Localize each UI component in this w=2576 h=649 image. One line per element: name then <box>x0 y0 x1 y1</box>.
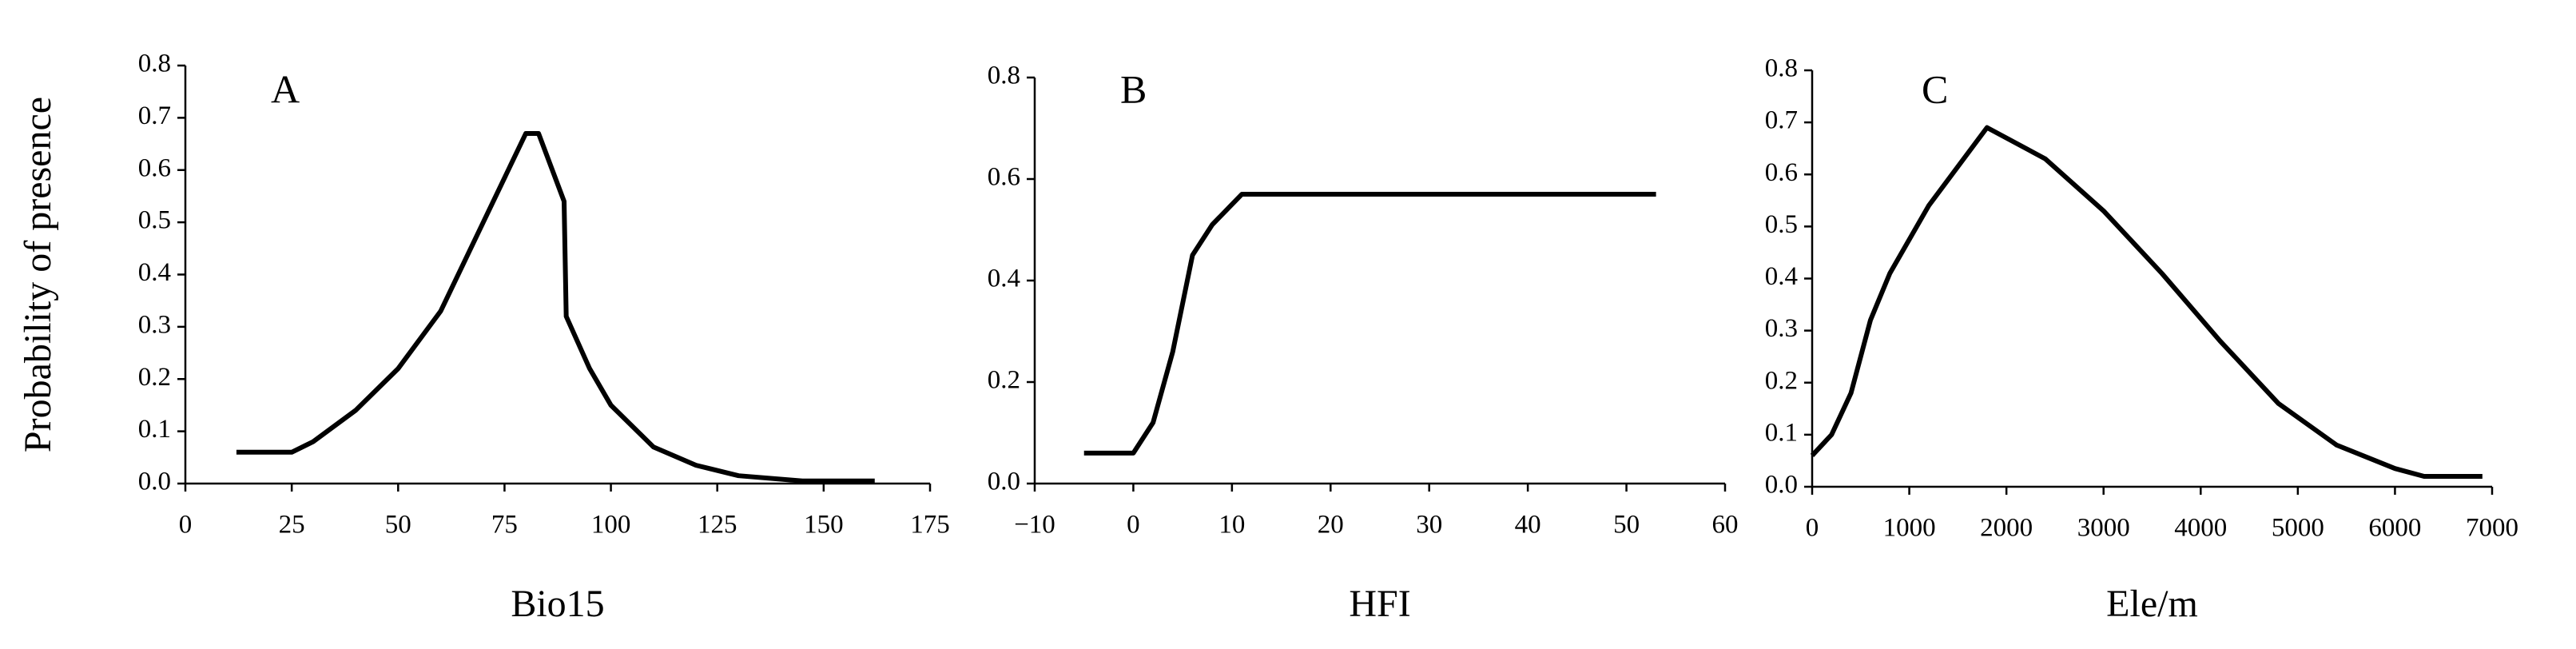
response-curve <box>1083 192 1656 456</box>
y-tick-label: 0.6 <box>988 163 1020 192</box>
y-tick-label: 0.1 <box>138 415 171 444</box>
x-axis-label: Ele/m <box>2106 583 2198 625</box>
y-tick-label: 0.2 <box>988 366 1020 395</box>
x-tick-label: 7000 <box>2466 514 2518 543</box>
x-tick-label: 10 <box>1218 511 1245 540</box>
x-axis-label: HFI <box>1349 583 1410 625</box>
y-tick-label: 0.2 <box>1765 366 1798 395</box>
x-tick-label: 60 <box>1712 511 1739 540</box>
x-tick-label: 0 <box>1806 514 1819 543</box>
y-tick-label: 0.2 <box>138 363 171 392</box>
y-tick-label: 0.8 <box>988 62 1020 90</box>
panel-label: B <box>1120 66 1147 111</box>
y-axis-label: Probability of presence <box>17 97 59 452</box>
panel-label: C <box>1922 66 1948 111</box>
x-tick-label: 0 <box>1127 511 1140 540</box>
y-tick-label: 0.5 <box>1765 210 1798 239</box>
x-tick-label: 1000 <box>1883 514 1936 543</box>
x-tick-label: 2000 <box>1980 514 2033 543</box>
y-tick-label: 0.0 <box>1765 471 1798 500</box>
y-tick-label: 0.3 <box>1765 314 1798 343</box>
x-tick-label: 50 <box>385 511 411 540</box>
x-tick-label: 150 <box>804 511 844 540</box>
x-tick-label: 20 <box>1318 511 1344 540</box>
x-tick-label: 40 <box>1515 511 1541 540</box>
y-tick-label: 0.5 <box>138 206 171 235</box>
x-tick-label: 6000 <box>2368 514 2421 543</box>
y-tick-label: 0.6 <box>1765 158 1798 187</box>
x-tick-label: 4000 <box>2174 514 2227 543</box>
y-tick-label: 0.4 <box>138 258 171 287</box>
y-tick-label: 0.4 <box>1765 262 1798 291</box>
x-tick-label: 3000 <box>2077 514 2130 543</box>
x-tick-label: 100 <box>591 511 631 540</box>
y-tick-label: 0.6 <box>138 153 171 182</box>
x-tick-label: 0 <box>179 511 193 540</box>
x-tick-label: −10 <box>1014 511 1055 540</box>
x-tick-label: 125 <box>698 511 737 540</box>
y-tick-label: 0.0 <box>138 468 171 496</box>
x-tick-label: 175 <box>910 511 950 540</box>
x-tick-label: 30 <box>1416 511 1442 540</box>
x-tick-label: 25 <box>279 511 305 540</box>
y-tick-label: 0.4 <box>988 265 1020 293</box>
y-tick-label: 0.3 <box>138 310 171 339</box>
y-tick-label: 0.7 <box>1765 106 1798 135</box>
x-tick-label: 75 <box>491 511 518 540</box>
y-tick-label: 0.7 <box>138 102 171 130</box>
response-curve <box>236 130 875 484</box>
y-tick-label: 0.8 <box>1765 54 1798 83</box>
x-tick-label: 5000 <box>2272 514 2324 543</box>
x-axis-label: Bio15 <box>511 583 604 625</box>
y-tick-label: 0.8 <box>138 50 171 78</box>
panel-label: A <box>271 66 300 111</box>
y-tick-label: 0.0 <box>988 468 1020 496</box>
y-tick-label: 0.1 <box>1765 418 1798 447</box>
response-curve <box>1810 125 2483 479</box>
x-tick-label: 50 <box>1613 511 1640 540</box>
